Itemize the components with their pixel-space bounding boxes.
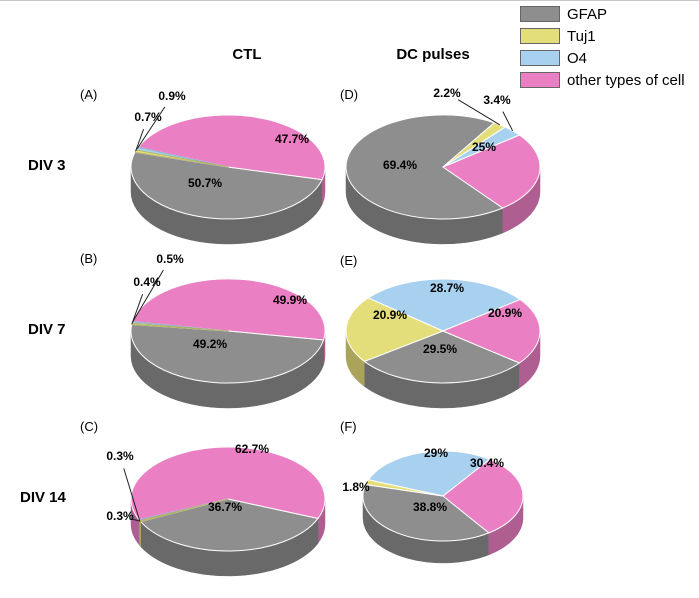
pie-F-label-GFAP: 38.8% <box>413 500 447 514</box>
legend-item-tuj1: Tuj1 <box>520 28 685 44</box>
legend-label-other-types-of-cell: other types of cell <box>567 72 685 89</box>
legend-label-gfap: GFAP <box>567 6 607 23</box>
panel-label-e: (E) <box>340 253 357 268</box>
pie-C-label-Tuj1: 0.3% <box>106 509 134 523</box>
pie-D-label-GFAP: 69.4% <box>383 158 417 172</box>
pie-D-label-other types of cell: 25% <box>472 140 496 154</box>
legend-swatch-other-types-of-cell <box>520 72 560 88</box>
pie-E-label-GFAP: 29.5% <box>423 342 457 356</box>
pie-F-label-O4: 29% <box>424 446 448 460</box>
pie-B-label-O4: 0.5% <box>156 252 184 266</box>
pie-F-label-Tuj1: 1.8% <box>342 480 370 494</box>
legend-item-gfap: GFAP <box>520 6 685 22</box>
panel-label-c: (C) <box>80 419 98 434</box>
row-label-div-3: DIV 3 <box>28 157 66 174</box>
legend-swatch-tuj1 <box>520 28 560 44</box>
panel-label-b: (B) <box>80 251 97 266</box>
pie-C-label-GFAP: 36.7% <box>208 500 242 514</box>
pie-B-label-other types of cell: 49.9% <box>273 293 307 307</box>
pie-B-label-GFAP: 49.2% <box>193 337 227 351</box>
pie-A-label-other types of cell: 47.7% <box>275 132 309 146</box>
legend-swatch-gfap <box>520 6 560 22</box>
pie-E-label-other types of cell: 20.9% <box>488 306 522 320</box>
row-label-div-7: DIV 7 <box>28 321 66 338</box>
row-label-div-14: DIV 14 <box>20 489 66 506</box>
panel-label-f: (F) <box>340 419 357 434</box>
legend-item-o4: O4 <box>520 50 685 66</box>
pie-C-label-O4: 0.3% <box>106 449 134 463</box>
pie-D-label-Tuj1: 2.2% <box>433 86 461 100</box>
legend-label-o4: O4 <box>567 50 587 67</box>
pie-E-label-O4: 28.7% <box>430 281 464 295</box>
panel-label-d: (D) <box>340 87 358 102</box>
pie-A-label-GFAP: 50.7% <box>188 176 222 190</box>
pie-F-label-other types of cell: 30.4% <box>470 456 504 470</box>
pie-B-label-Tuj1: 0.4% <box>133 275 161 289</box>
pie-A-label-O4: 0.9% <box>158 89 186 103</box>
column-header-dc-pulses: DC pulses <box>396 46 469 63</box>
legend-label-tuj1: Tuj1 <box>567 28 596 45</box>
legend-swatch-o4 <box>520 50 560 66</box>
pie-C-side-Tuj1 <box>140 521 141 547</box>
pie-A-label-Tuj1: 0.7% <box>134 110 162 124</box>
pie-E-label-Tuj1: 20.9% <box>373 308 407 322</box>
legend: GFAP Tuj1 O4 other types of cell <box>520 6 685 88</box>
pie-C-label-other types of cell: 62.7% <box>235 442 269 456</box>
panel-label-a: (A) <box>80 87 97 102</box>
pie-D-label-O4: 3.4% <box>483 93 511 107</box>
legend-item-other-types-of-cell: other types of cell <box>520 72 685 88</box>
column-header-ctl: CTL <box>232 46 261 63</box>
